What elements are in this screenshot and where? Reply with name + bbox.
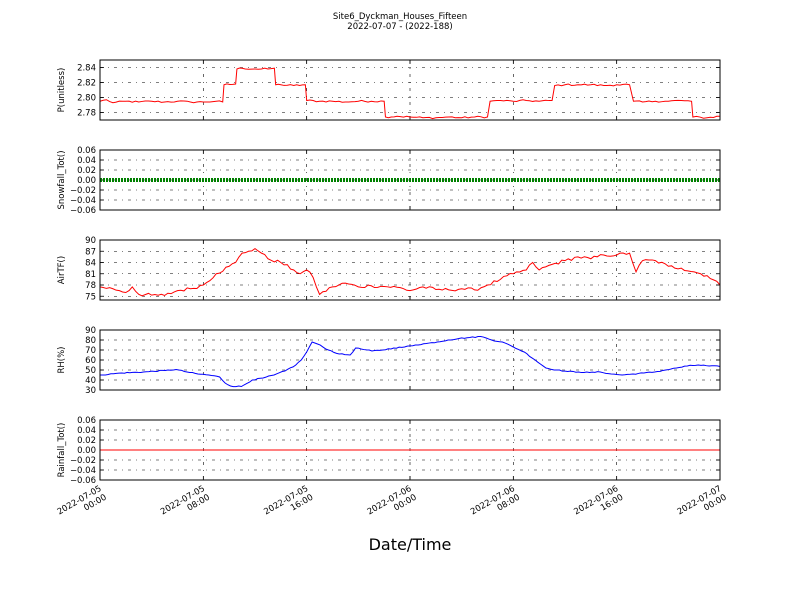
panel-2: −0.06−0.04−0.020.000.020.040.06 Snowfall_… [57, 146, 721, 216]
plot-frame [99, 59, 721, 121]
series-line-1 [99, 67, 721, 120]
x-tick-label: 2022-07-0616:00 [572, 484, 625, 526]
x-tick-label: 2022-07-0600:00 [366, 484, 419, 526]
plot-frame [99, 149, 721, 211]
panel-5: −0.06−0.04−0.020.000.020.040.06 Rainfall_… [57, 416, 721, 486]
y-tick-label: 0.06 [77, 416, 96, 426]
chart-title: Site6_Dyckman_Houses_Fifteen [333, 12, 467, 22]
y-axis-label: Snowfall_Tot() [57, 150, 67, 209]
y-tick-label: 2.84 [77, 64, 96, 74]
y-tick-label: 0.00 [77, 176, 96, 186]
panels: 2.782.802.822.84P(unitless)−0.06−0.04−0.… [57, 59, 721, 486]
series-line-3 [99, 248, 721, 297]
y-tick-label: 0.02 [77, 166, 96, 176]
y-tick-label: 90 [85, 236, 96, 246]
y-axis-label: P(unitless) [57, 68, 67, 113]
y-tick-label: 40 [85, 376, 96, 386]
y-tick-label: 0.04 [77, 156, 96, 166]
y-tick-label: −0.06 [70, 206, 96, 216]
y-axis-label: AirTF() [57, 256, 67, 284]
y-axis-label: RH(%) [57, 346, 67, 373]
x-axis-label: Date/Time [369, 535, 452, 554]
y-tick-label: 60 [85, 356, 96, 366]
y-tick-label: −0.02 [70, 186, 96, 196]
plot-frame [99, 239, 721, 301]
panel-1: 2.78 2.80 2.82 2.84 P(unitless) [57, 59, 721, 121]
y-tick-label: 0.04 [77, 426, 96, 436]
y-tick-label: 50 [85, 366, 96, 376]
y-tick-label: 75 [85, 292, 96, 302]
y-tick-label: −0.04 [70, 466, 96, 476]
chart-subtitle: 2022-07-07 - (2022-188) [347, 22, 452, 32]
y-tick-label: 0.02 [77, 436, 96, 446]
y-tick-label: −0.06 [70, 476, 96, 486]
series-line-4 [99, 335, 721, 388]
y-tick-label: 2.80 [77, 94, 96, 104]
y-tick-label: 30 [85, 386, 96, 396]
plot-frame [99, 419, 721, 481]
y-tick-label: 0.06 [77, 146, 96, 156]
y-tick-label: 87 [85, 247, 96, 257]
y-tick-label: 78 [85, 281, 96, 291]
y-tick-label: 90 [85, 326, 96, 336]
y-axis-label: Rainfall_Tot() [57, 423, 67, 478]
y-tick-label: −0.04 [70, 196, 96, 206]
y-tick-label: 84 [85, 259, 96, 269]
x-tick-labels: 2022-07-0500:00 2022-07-0508:00 2022-07-05… [56, 484, 729, 526]
y-tick-label: 80 [85, 336, 96, 346]
y-tick-label: −0.02 [70, 456, 96, 466]
y-tick-label: 0.00 [77, 446, 96, 456]
x-tick-label: 2022-07-0500:00 [56, 484, 109, 526]
x-tick-label: 2022-07-0516:00 [262, 484, 315, 526]
x-tick-label: 2022-07-0608:00 [469, 484, 522, 526]
y-tick-label: 81 [85, 270, 96, 280]
y-tick-label: 70 [85, 346, 96, 356]
y-tick-label: 2.82 [77, 79, 96, 89]
x-tick-label: 2022-07-0508:00 [159, 484, 212, 526]
plot-frame [99, 329, 721, 391]
y-tick-label: 2.78 [77, 109, 96, 119]
x-tick-label: 2022-07-0700:00 [676, 484, 729, 526]
